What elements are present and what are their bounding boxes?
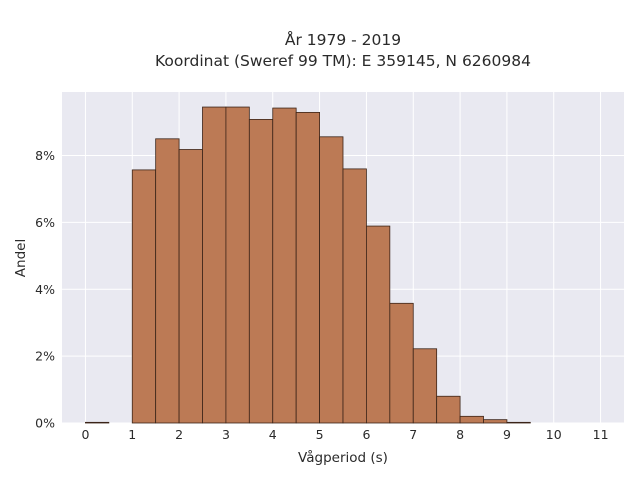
histogram-bar bbox=[155, 138, 180, 424]
x-tick-label: 11 bbox=[593, 427, 609, 442]
histogram-bar bbox=[319, 136, 344, 424]
histogram-bar bbox=[436, 395, 461, 424]
x-tick-label: 6 bbox=[362, 427, 370, 442]
chart-subtitle: Koordinat (Sweref 99 TM): E 359145, N 62… bbox=[155, 52, 531, 70]
y-axis-label: Andel bbox=[13, 239, 29, 277]
x-tick-label: 3 bbox=[222, 427, 230, 442]
histogram-bar bbox=[412, 348, 438, 424]
histogram-bar bbox=[389, 302, 414, 424]
histogram-bar bbox=[366, 225, 391, 424]
x-tick-label: 9 bbox=[503, 427, 511, 442]
histogram-bar bbox=[295, 111, 320, 424]
histogram-bars bbox=[85, 106, 531, 424]
histogram-bar bbox=[459, 415, 484, 424]
x-tick-label: 5 bbox=[316, 427, 324, 442]
histogram-bar bbox=[131, 169, 157, 424]
y-tick-label: 2% bbox=[35, 349, 55, 364]
histogram-bar bbox=[248, 119, 274, 424]
x-axis-ticks: 0 1 2 3 4 5 6 7 8 9 10 11 bbox=[81, 427, 608, 442]
y-tick-label: 4% bbox=[35, 282, 55, 297]
x-tick-label: 1 bbox=[128, 427, 136, 442]
histogram-bar bbox=[506, 421, 531, 424]
histogram-bar bbox=[342, 168, 367, 424]
y-axis-ticks: 0% 2% 4% 6% 8% bbox=[35, 148, 55, 430]
x-tick-label: 8 bbox=[456, 427, 464, 442]
x-tick-label: 0 bbox=[81, 427, 89, 442]
histogram-bar bbox=[272, 107, 297, 424]
histogram-bar bbox=[178, 149, 203, 424]
histogram-bar bbox=[483, 419, 508, 424]
x-tick-label: 2 bbox=[175, 427, 183, 442]
x-tick-label: 10 bbox=[546, 427, 562, 442]
chart-title: År 1979 - 2019 bbox=[285, 30, 401, 49]
histogram-bar bbox=[85, 421, 110, 424]
y-tick-label: 0% bbox=[35, 416, 55, 431]
x-tick-label: 7 bbox=[409, 427, 417, 442]
x-tick-label: 4 bbox=[269, 427, 277, 442]
x-axis-label: Vågperiod (s) bbox=[298, 449, 388, 466]
y-tick-label: 6% bbox=[35, 215, 55, 230]
histogram-bar bbox=[225, 106, 250, 424]
y-tick-label: 8% bbox=[35, 148, 55, 163]
histogram-bar bbox=[202, 106, 227, 424]
